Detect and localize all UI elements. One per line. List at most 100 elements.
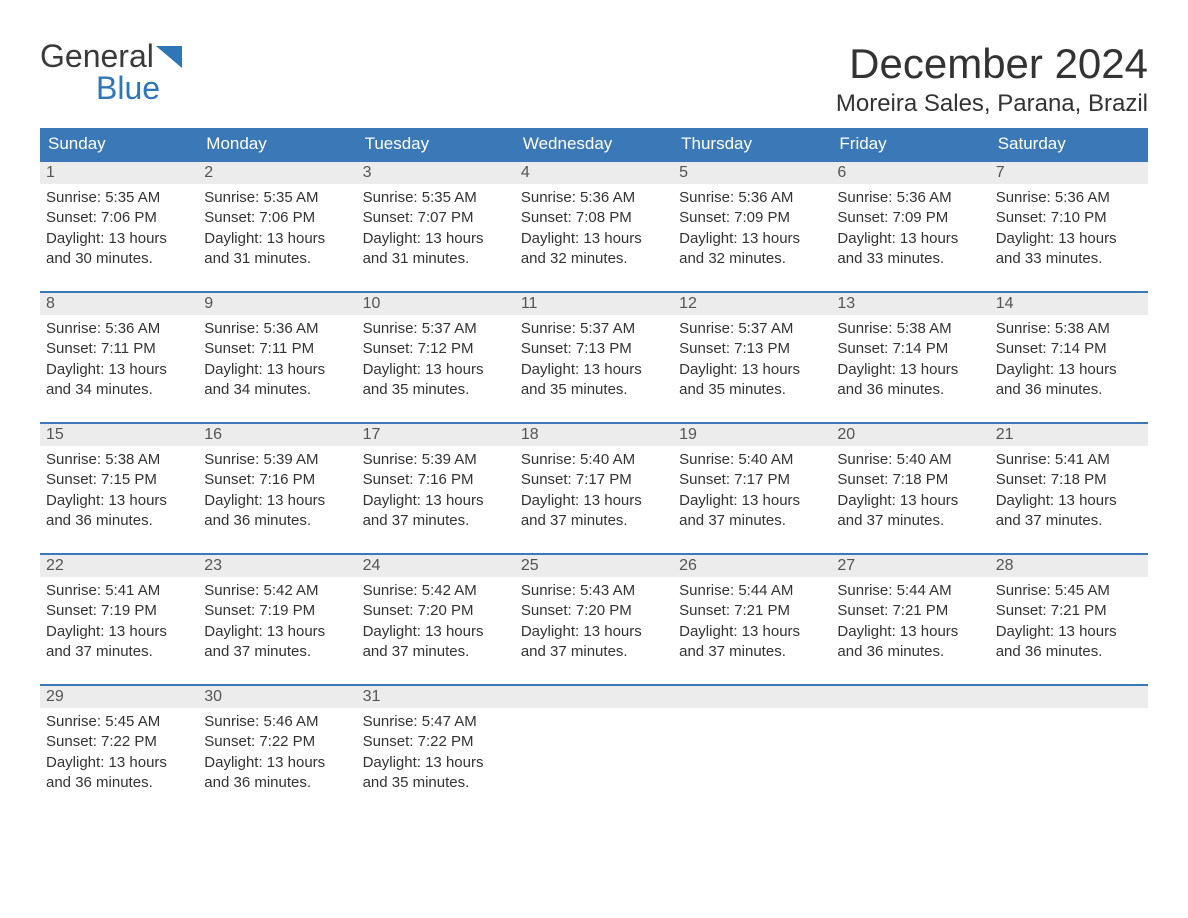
day-body: Sunrise: 5:45 AMSunset: 7:22 PMDaylight:… bbox=[40, 708, 198, 793]
page-header: General Blue December 2024 Moreira Sales… bbox=[40, 40, 1148, 118]
daylight-line: Daylight: 13 hours and 37 minutes. bbox=[521, 622, 667, 663]
day-number: 6 bbox=[831, 162, 989, 184]
day-number: 8 bbox=[40, 293, 198, 315]
day-number: 12 bbox=[673, 293, 831, 315]
day-cell: 12Sunrise: 5:37 AMSunset: 7:13 PMDayligh… bbox=[673, 293, 831, 400]
day-body: Sunrise: 5:45 AMSunset: 7:21 PMDaylight:… bbox=[990, 577, 1148, 662]
day-body: Sunrise: 5:40 AMSunset: 7:18 PMDaylight:… bbox=[831, 446, 989, 531]
sunrise-line: Sunrise: 5:36 AM bbox=[837, 188, 983, 208]
day-number: 30 bbox=[198, 686, 356, 708]
day-body: Sunrise: 5:36 AMSunset: 7:09 PMDaylight:… bbox=[673, 184, 831, 269]
sunrise-line: Sunrise: 5:37 AM bbox=[363, 319, 509, 339]
day-cell bbox=[831, 686, 989, 793]
day-body: Sunrise: 5:39 AMSunset: 7:16 PMDaylight:… bbox=[357, 446, 515, 531]
sunrise-line: Sunrise: 5:47 AM bbox=[363, 712, 509, 732]
day-cell: 17Sunrise: 5:39 AMSunset: 7:16 PMDayligh… bbox=[357, 424, 515, 531]
day-body: Sunrise: 5:44 AMSunset: 7:21 PMDaylight:… bbox=[831, 577, 989, 662]
daylight-line: Daylight: 13 hours and 34 minutes. bbox=[204, 360, 350, 401]
daylight-line: Daylight: 13 hours and 37 minutes. bbox=[679, 622, 825, 663]
sunset-line: Sunset: 7:20 PM bbox=[521, 601, 667, 621]
sunrise-line: Sunrise: 5:38 AM bbox=[837, 319, 983, 339]
day-body: Sunrise: 5:36 AMSunset: 7:10 PMDaylight:… bbox=[990, 184, 1148, 269]
day-header-friday: Friday bbox=[831, 128, 989, 160]
day-cell: 28Sunrise: 5:45 AMSunset: 7:21 PMDayligh… bbox=[990, 555, 1148, 662]
day-cell: 10Sunrise: 5:37 AMSunset: 7:12 PMDayligh… bbox=[357, 293, 515, 400]
daylight-line: Daylight: 13 hours and 36 minutes. bbox=[204, 491, 350, 532]
daylight-line: Daylight: 13 hours and 31 minutes. bbox=[363, 229, 509, 270]
week-row: 29Sunrise: 5:45 AMSunset: 7:22 PMDayligh… bbox=[40, 684, 1148, 793]
day-cell: 15Sunrise: 5:38 AMSunset: 7:15 PMDayligh… bbox=[40, 424, 198, 531]
sunset-line: Sunset: 7:13 PM bbox=[521, 339, 667, 359]
day-body: Sunrise: 5:47 AMSunset: 7:22 PMDaylight:… bbox=[357, 708, 515, 793]
day-body: Sunrise: 5:42 AMSunset: 7:20 PMDaylight:… bbox=[357, 577, 515, 662]
sunrise-line: Sunrise: 5:39 AM bbox=[204, 450, 350, 470]
day-number: 28 bbox=[990, 555, 1148, 577]
day-cell: 29Sunrise: 5:45 AMSunset: 7:22 PMDayligh… bbox=[40, 686, 198, 793]
sunset-line: Sunset: 7:15 PM bbox=[46, 470, 192, 490]
day-number: 29 bbox=[40, 686, 198, 708]
sunset-line: Sunset: 7:20 PM bbox=[363, 601, 509, 621]
sunrise-line: Sunrise: 5:40 AM bbox=[679, 450, 825, 470]
day-number: 22 bbox=[40, 555, 198, 577]
day-cell: 26Sunrise: 5:44 AMSunset: 7:21 PMDayligh… bbox=[673, 555, 831, 662]
day-cell: 30Sunrise: 5:46 AMSunset: 7:22 PMDayligh… bbox=[198, 686, 356, 793]
day-cell: 6Sunrise: 5:36 AMSunset: 7:09 PMDaylight… bbox=[831, 162, 989, 269]
day-body: Sunrise: 5:35 AMSunset: 7:06 PMDaylight:… bbox=[40, 184, 198, 269]
daylight-line: Daylight: 13 hours and 37 minutes. bbox=[837, 491, 983, 532]
sunset-line: Sunset: 7:19 PM bbox=[46, 601, 192, 621]
daylight-line: Daylight: 13 hours and 35 minutes. bbox=[521, 360, 667, 401]
day-cell bbox=[673, 686, 831, 793]
daylight-line: Daylight: 13 hours and 36 minutes. bbox=[996, 360, 1142, 401]
week-row: 15Sunrise: 5:38 AMSunset: 7:15 PMDayligh… bbox=[40, 422, 1148, 531]
day-cell bbox=[990, 686, 1148, 793]
sunrise-line: Sunrise: 5:37 AM bbox=[679, 319, 825, 339]
sunrise-line: Sunrise: 5:42 AM bbox=[363, 581, 509, 601]
sunset-line: Sunset: 7:21 PM bbox=[996, 601, 1142, 621]
week-row: 22Sunrise: 5:41 AMSunset: 7:19 PMDayligh… bbox=[40, 553, 1148, 662]
day-body: Sunrise: 5:36 AMSunset: 7:11 PMDaylight:… bbox=[198, 315, 356, 400]
sunrise-line: Sunrise: 5:43 AM bbox=[521, 581, 667, 601]
daylight-line: Daylight: 13 hours and 31 minutes. bbox=[204, 229, 350, 270]
day-cell: 13Sunrise: 5:38 AMSunset: 7:14 PMDayligh… bbox=[831, 293, 989, 400]
day-header-sunday: Sunday bbox=[40, 128, 198, 160]
day-body: Sunrise: 5:38 AMSunset: 7:14 PMDaylight:… bbox=[990, 315, 1148, 400]
day-cell: 20Sunrise: 5:40 AMSunset: 7:18 PMDayligh… bbox=[831, 424, 989, 531]
sunset-line: Sunset: 7:13 PM bbox=[679, 339, 825, 359]
day-number: 2 bbox=[198, 162, 356, 184]
sunrise-line: Sunrise: 5:36 AM bbox=[204, 319, 350, 339]
logo-text-blue: Blue bbox=[96, 72, 182, 104]
day-cell bbox=[515, 686, 673, 793]
day-header-saturday: Saturday bbox=[990, 128, 1148, 160]
sunset-line: Sunset: 7:18 PM bbox=[837, 470, 983, 490]
day-number: 5 bbox=[673, 162, 831, 184]
day-number: 4 bbox=[515, 162, 673, 184]
sunrise-line: Sunrise: 5:46 AM bbox=[204, 712, 350, 732]
day-number: 3 bbox=[357, 162, 515, 184]
sunrise-line: Sunrise: 5:45 AM bbox=[46, 712, 192, 732]
day-cell: 22Sunrise: 5:41 AMSunset: 7:19 PMDayligh… bbox=[40, 555, 198, 662]
sunrise-line: Sunrise: 5:40 AM bbox=[521, 450, 667, 470]
day-cell: 4Sunrise: 5:36 AMSunset: 7:08 PMDaylight… bbox=[515, 162, 673, 269]
daylight-line: Daylight: 13 hours and 33 minutes. bbox=[837, 229, 983, 270]
sunset-line: Sunset: 7:09 PM bbox=[679, 208, 825, 228]
day-header-thursday: Thursday bbox=[673, 128, 831, 160]
day-number: 21 bbox=[990, 424, 1148, 446]
daylight-line: Daylight: 13 hours and 32 minutes. bbox=[521, 229, 667, 270]
day-cell: 21Sunrise: 5:41 AMSunset: 7:18 PMDayligh… bbox=[990, 424, 1148, 531]
day-number: 26 bbox=[673, 555, 831, 577]
day-header-wednesday: Wednesday bbox=[515, 128, 673, 160]
daylight-line: Daylight: 13 hours and 36 minutes. bbox=[996, 622, 1142, 663]
sunset-line: Sunset: 7:11 PM bbox=[46, 339, 192, 359]
day-cell: 23Sunrise: 5:42 AMSunset: 7:19 PMDayligh… bbox=[198, 555, 356, 662]
sunrise-line: Sunrise: 5:35 AM bbox=[46, 188, 192, 208]
day-number bbox=[990, 686, 1148, 708]
sunset-line: Sunset: 7:22 PM bbox=[204, 732, 350, 752]
sunset-line: Sunset: 7:08 PM bbox=[521, 208, 667, 228]
day-number: 1 bbox=[40, 162, 198, 184]
day-number: 20 bbox=[831, 424, 989, 446]
day-number bbox=[831, 686, 989, 708]
day-number: 17 bbox=[357, 424, 515, 446]
day-body: Sunrise: 5:35 AMSunset: 7:07 PMDaylight:… bbox=[357, 184, 515, 269]
sunset-line: Sunset: 7:14 PM bbox=[996, 339, 1142, 359]
day-number: 10 bbox=[357, 293, 515, 315]
